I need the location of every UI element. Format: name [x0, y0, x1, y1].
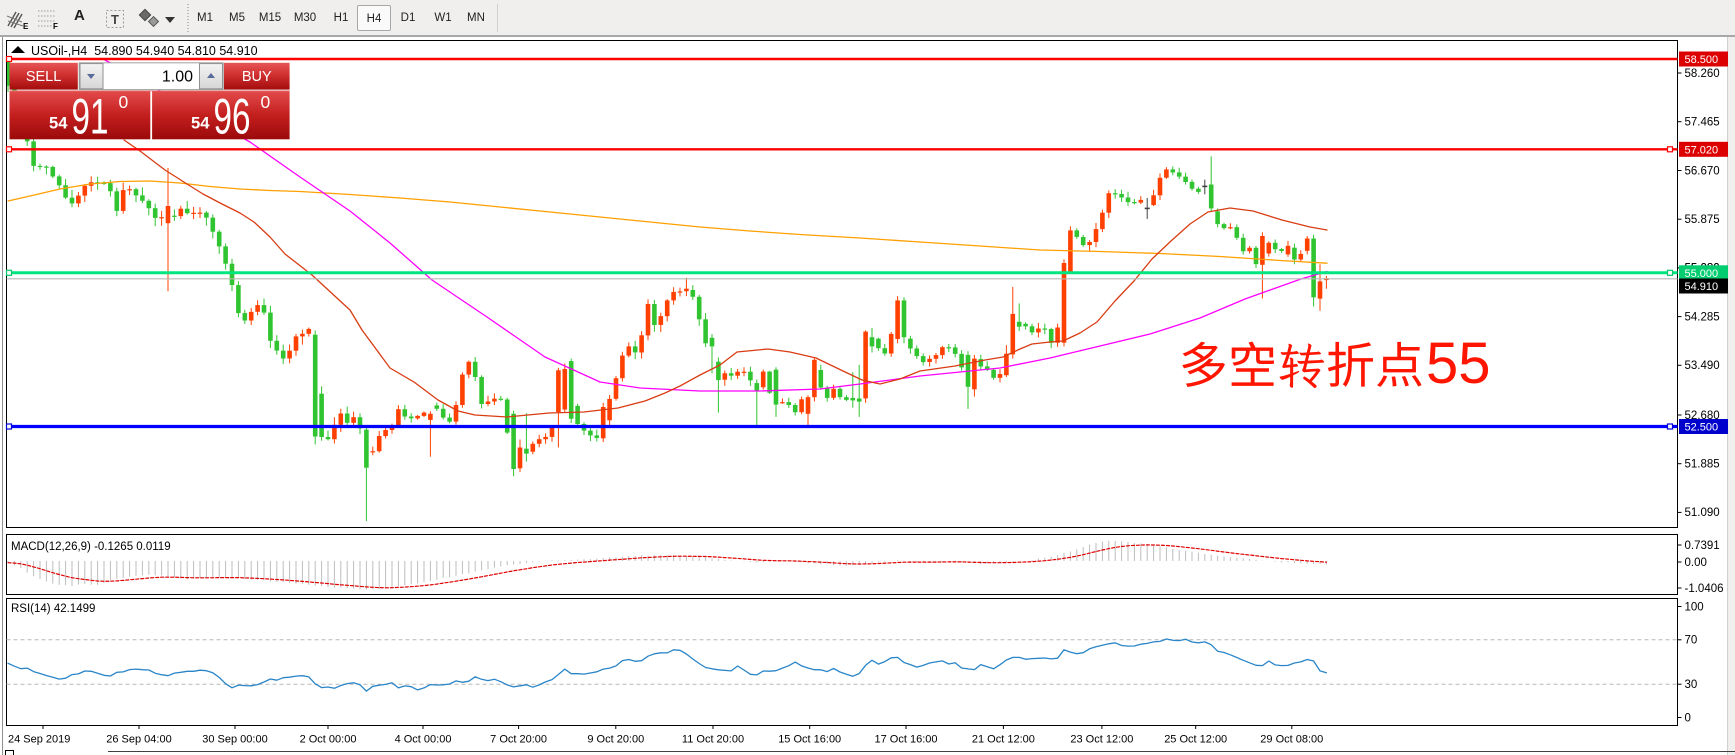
svg-text:53.490: 53.490 [1685, 360, 1720, 372]
svg-text:BUY: BUY [242, 69, 272, 85]
svg-text:T: T [111, 12, 119, 27]
svg-text:MACD(12,26,9) -0.1265 0.0119: MACD(12,26,9) -0.1265 0.0119 [11, 541, 171, 553]
svg-text:4 Oct 00:00: 4 Oct 00:00 [395, 734, 452, 746]
svg-text:RSI(14) 42.1499: RSI(14) 42.1499 [11, 603, 95, 615]
svg-text:25 Oct 12:00: 25 Oct 12:00 [1164, 734, 1227, 746]
svg-text:54.285: 54.285 [1685, 311, 1720, 323]
svg-text:57.465: 57.465 [1685, 117, 1720, 129]
svg-text:0.00: 0.00 [1685, 557, 1707, 569]
svg-text:58.260: 58.260 [1685, 68, 1720, 80]
svg-text:0: 0 [119, 92, 129, 112]
svg-text:17 Oct 16:00: 17 Oct 16:00 [875, 734, 938, 746]
svg-text:57.020: 57.020 [1685, 144, 1719, 156]
svg-text:9 Oct 20:00: 9 Oct 20:00 [587, 734, 644, 746]
svg-text:54: 54 [49, 114, 68, 133]
svg-text:52.680: 52.680 [1685, 410, 1720, 422]
svg-text:58.500: 58.500 [1685, 54, 1719, 66]
svg-text:SELL: SELL [26, 69, 61, 85]
svg-text:55.000: 55.000 [1685, 268, 1719, 280]
svg-text:21 Oct 12:00: 21 Oct 12:00 [972, 734, 1035, 746]
svg-text:11 Oct 20:00: 11 Oct 20:00 [682, 734, 744, 746]
svg-text:70: 70 [1685, 635, 1698, 647]
svg-text:56.670: 56.670 [1685, 165, 1720, 177]
svg-text:91: 91 [72, 89, 109, 145]
svg-text:55: 55 [1426, 331, 1491, 396]
svg-text:96: 96 [214, 89, 251, 145]
svg-text:26 Sep 04:00: 26 Sep 04:00 [106, 734, 171, 746]
svg-text:0.7391: 0.7391 [1685, 540, 1720, 552]
svg-text:54: 54 [191, 114, 210, 133]
svg-text:F: F [53, 22, 58, 30]
svg-text:30 Sep 00:00: 30 Sep 00:00 [202, 734, 267, 746]
svg-text:7 Oct 20:00: 7 Oct 20:00 [490, 734, 547, 746]
svg-text:2 Oct 00:00: 2 Oct 00:00 [300, 734, 357, 746]
svg-text:24 Sep 2019: 24 Sep 2019 [8, 734, 70, 746]
svg-text:E: E [23, 22, 29, 30]
svg-text:0: 0 [261, 92, 271, 112]
svg-text:23 Oct 12:00: 23 Oct 12:00 [1070, 734, 1133, 746]
svg-text:54.910: 54.910 [1685, 281, 1719, 293]
svg-text:52.500: 52.500 [1685, 422, 1719, 434]
svg-text:-1.0406: -1.0406 [1685, 583, 1724, 595]
svg-text:1.00: 1.00 [162, 69, 193, 86]
svg-text:100: 100 [1685, 601, 1704, 613]
svg-text:USOil-,H4 54.890 54.940 54.81: USOil-,H4 54.890 54.940 54.810 54.910 [31, 44, 258, 58]
svg-text:51.885: 51.885 [1685, 459, 1720, 471]
svg-text:29 Oct 08:00: 29 Oct 08:00 [1260, 734, 1323, 746]
svg-text:51.090: 51.090 [1685, 507, 1720, 519]
svg-text:55.875: 55.875 [1685, 214, 1720, 226]
svg-text:0: 0 [1685, 712, 1691, 724]
svg-text:15 Oct 16:00: 15 Oct 16:00 [778, 734, 841, 746]
svg-text:30: 30 [1685, 679, 1698, 691]
